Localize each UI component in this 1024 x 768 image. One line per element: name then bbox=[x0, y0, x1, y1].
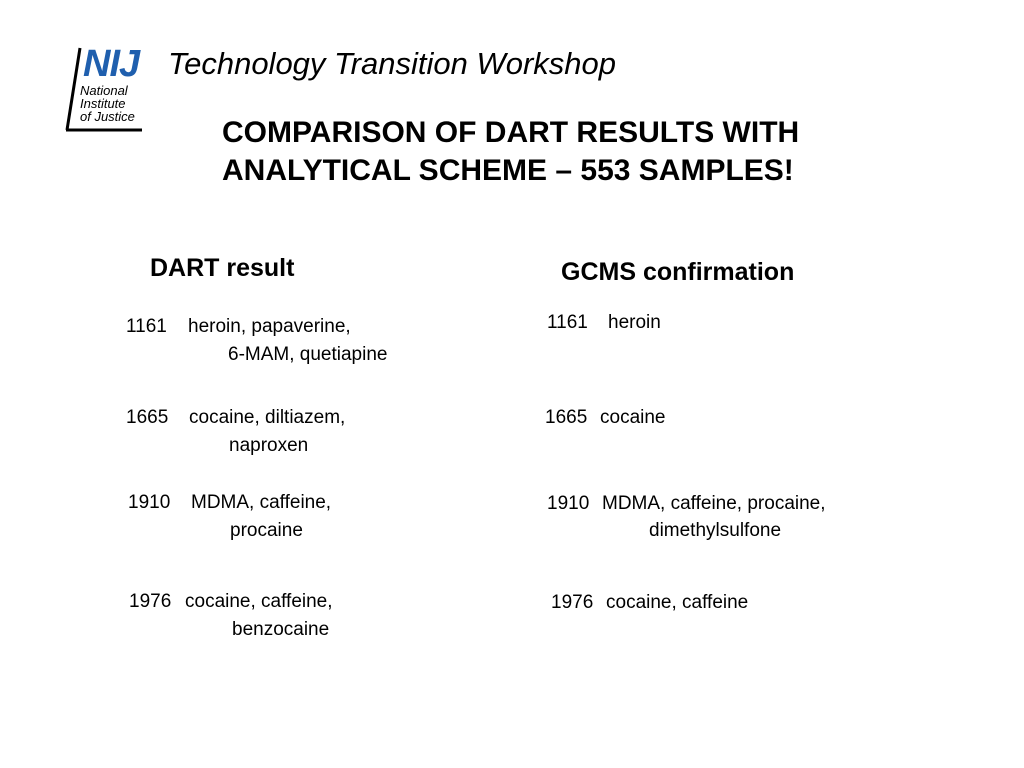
dart-entry-sample: 1910 bbox=[128, 492, 171, 513]
workshop-title: Technology Transition Workshop bbox=[168, 46, 617, 81]
dart-entry-line2: procaine bbox=[230, 520, 303, 541]
dart-entry-sample: 1665 bbox=[126, 407, 169, 428]
gcms-entry-line1: cocaine, caffeine bbox=[606, 592, 749, 613]
logo-line-of-justice: of Justice bbox=[80, 109, 135, 124]
dart-entry-line1: cocaine, caffeine, bbox=[185, 591, 333, 612]
nij-logo: NIJ National Institute of Justice bbox=[64, 43, 160, 134]
dart-column-header: DART result bbox=[150, 254, 295, 282]
dart-entry-line1: MDMA, caffeine, bbox=[191, 492, 332, 513]
dart-entry-line2: benzocaine bbox=[232, 619, 330, 640]
slide-title-line-1: COMPARISON OF DART RESULTS WITH bbox=[222, 116, 800, 149]
dart-entry-line1: cocaine, diltiazem, bbox=[189, 407, 346, 428]
dart-entry-line2: naproxen bbox=[229, 435, 309, 456]
slide-title: COMPARISON OF DART RESULTS WITH ANALYTIC… bbox=[222, 114, 799, 190]
gcms-entry-sample: 1161 bbox=[547, 312, 588, 333]
gcms-entry-line1: cocaine bbox=[600, 407, 666, 428]
logo-line-national: National bbox=[80, 83, 128, 98]
gcms-entry-line2: dimethylsulfone bbox=[649, 520, 782, 541]
gcms-entry-line1: heroin bbox=[608, 312, 661, 333]
slide-title-line-2: ANALYTICAL SCHEME – 553 SAMPLES! bbox=[222, 154, 794, 187]
logo-abbrev: NIJ bbox=[83, 43, 140, 85]
dart-entry-sample: 1161 bbox=[126, 316, 167, 337]
gcms-entry-line1: MDMA, caffeine, procaine, bbox=[602, 493, 826, 514]
gcms-entry-sample: 1976 bbox=[551, 592, 594, 613]
logo-line-institute: Institute bbox=[80, 96, 126, 111]
dart-entry-sample: 1976 bbox=[129, 591, 172, 612]
dart-entry-line2: 6-MAM, quetiapine bbox=[228, 344, 388, 365]
gcms-entry-sample: 1910 bbox=[547, 493, 590, 514]
dart-entry-line1: heroin, papaverine, bbox=[188, 316, 351, 337]
gcms-entry-sample: 1665 bbox=[545, 407, 588, 428]
gcms-column-header: GCMS confirmation bbox=[561, 258, 795, 286]
logo-slash-mark bbox=[65, 47, 142, 132]
